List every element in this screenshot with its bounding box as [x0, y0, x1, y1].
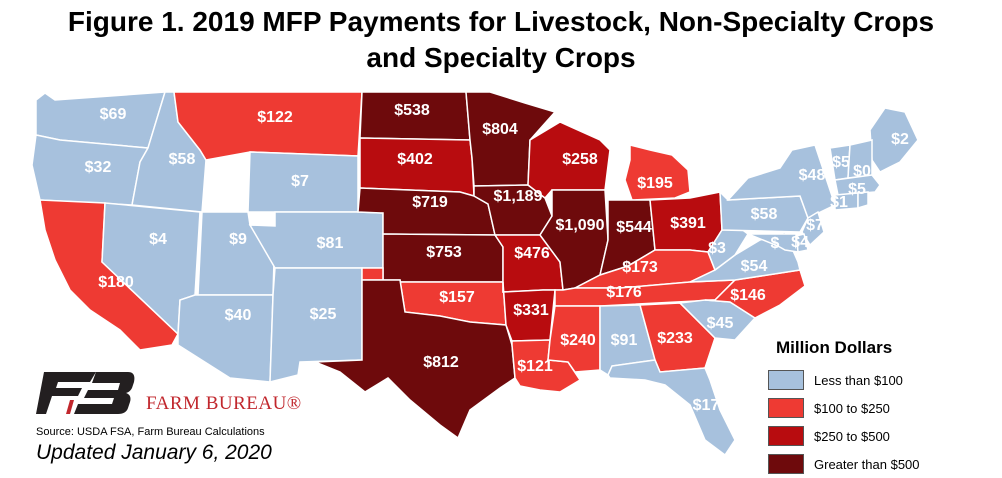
state-ny[interactable]	[726, 144, 836, 220]
label-sc: $45	[707, 315, 734, 332]
state-value-labels: $69 $32 $180 $58 $4 $122 $7 $9 $40 $81 $…	[85, 102, 909, 414]
source-note: Source: USDA FSA, Farm Bureau Calculatio…	[36, 426, 265, 438]
legend-label: Less than $100	[814, 372, 903, 388]
label-de: $4	[791, 234, 809, 251]
label-me: $2	[891, 131, 909, 148]
state-md[interactable]	[747, 233, 799, 253]
label-nv: $4	[149, 231, 167, 248]
label-ne: $719	[412, 194, 448, 211]
legend-item-less-than-100: Less than $100	[768, 366, 998, 394]
label-co: $81	[317, 235, 344, 252]
label-ga: $233	[657, 330, 693, 347]
label-nc: $146	[730, 287, 766, 304]
label-nm: $25	[310, 306, 337, 323]
label-ok: $157	[439, 289, 475, 306]
label-ia: $1,189	[494, 188, 543, 205]
state-fl[interactable]	[607, 359, 736, 457]
label-ma: $5	[848, 181, 866, 198]
legend-item-250-to-500: $250 to $500	[768, 422, 998, 450]
legend-swatch	[768, 398, 804, 418]
label-va: $54	[741, 258, 768, 275]
label-wa: $69	[100, 106, 127, 123]
state-shapes	[31, 91, 919, 457]
label-nj: $7	[806, 217, 824, 234]
legend: Million Dollars Less than $100 $100 to $…	[768, 338, 998, 478]
label-la: $121	[517, 358, 553, 375]
legend-swatch	[768, 426, 804, 446]
label-nd: $538	[394, 102, 430, 119]
label-ca: $180	[98, 274, 134, 291]
legend-label: $100 to $250	[814, 400, 890, 416]
label-wy: $7	[291, 173, 309, 190]
label-nh: $0	[853, 163, 871, 180]
label-ms: $240	[560, 332, 596, 349]
label-ut: $9	[229, 231, 247, 248]
farm-bureau-logo	[36, 372, 135, 414]
label-al: $91	[611, 332, 638, 349]
label-ky: $173	[622, 259, 658, 276]
state-me[interactable]	[869, 107, 919, 173]
title-line-1: Figure 1. 2019 MFP Payments for Livestoc…	[67, 6, 935, 37]
label-sd: $402	[397, 151, 433, 168]
label-ct: $1	[830, 194, 848, 211]
state-nj[interactable]	[801, 210, 825, 247]
label-mn: $804	[482, 121, 518, 138]
label-il: $1,090	[556, 217, 605, 234]
legend-swatch	[768, 454, 804, 474]
label-fl: $17	[693, 397, 720, 414]
label-ny: $48	[799, 167, 826, 184]
state-ma[interactable]	[834, 174, 881, 196]
label-oh: $391	[670, 215, 706, 232]
label-or: $32	[85, 159, 112, 176]
updated-date: Updated January 6, 2020	[36, 441, 272, 464]
label-ks: $753	[426, 244, 462, 261]
legend-title: Million Dollars	[776, 338, 893, 357]
state-ri[interactable]	[857, 191, 869, 210]
map-title: Figure 1. 2019 MFP Payments for Livestoc…	[0, 4, 1002, 76]
label-tx: $812	[423, 354, 459, 371]
label-in: $544	[616, 219, 652, 236]
legend-item-greater-than-500: Greater than $500	[768, 450, 998, 478]
title-line-2: and Specialty Crops	[366, 42, 636, 73]
state-ut[interactable]	[197, 211, 276, 296]
label-ar: $331	[513, 302, 549, 319]
label-id: $58	[169, 151, 196, 168]
label-tn: $176	[606, 284, 642, 301]
legend-swatch	[768, 370, 804, 390]
label-md: $	[771, 235, 780, 252]
organization-name: FARM BUREAU®	[146, 393, 302, 414]
legend-item-100-to-250: $100 to $250	[768, 394, 998, 422]
label-mi: $195	[637, 175, 673, 192]
legend-label: $250 to $500	[814, 428, 890, 444]
state-tx[interactable]	[314, 279, 516, 440]
label-wv: $3	[708, 240, 726, 257]
label-az: $40	[225, 307, 252, 324]
label-vt: $5	[832, 154, 850, 171]
label-mt: $122	[257, 109, 293, 126]
label-wi: $258	[562, 151, 598, 168]
state-mi[interactable]	[624, 144, 691, 201]
legend-label: Greater than $500	[814, 456, 920, 472]
label-pa: $58	[751, 206, 778, 223]
label-mo: $476	[514, 245, 550, 262]
